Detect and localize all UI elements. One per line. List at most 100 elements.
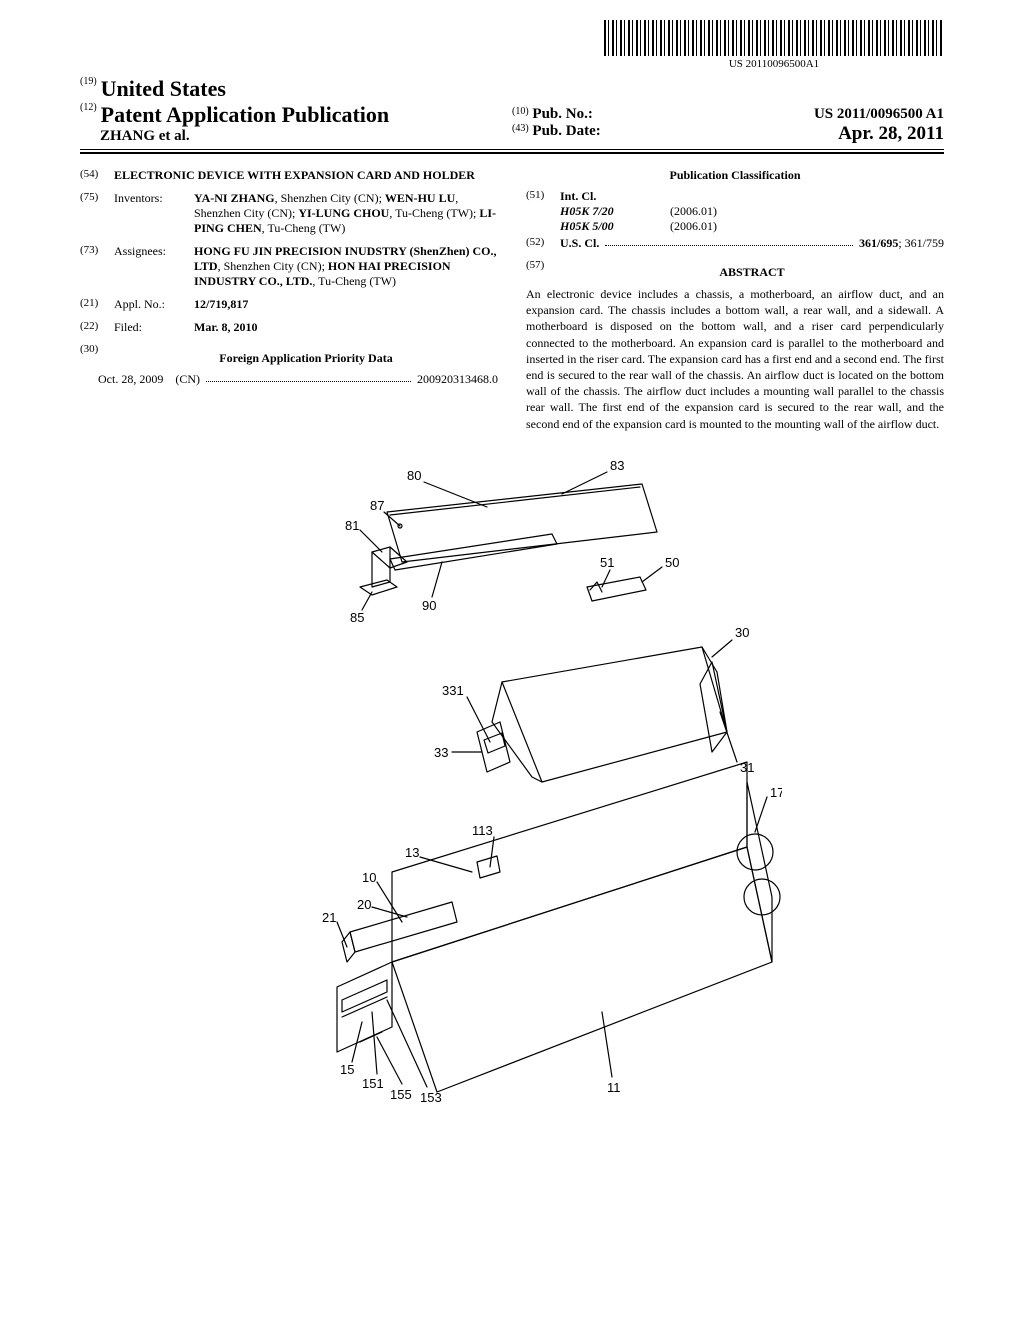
header-left: (19) United States (12) Patent Applicati… [80,76,512,145]
part-17 [747,782,772,962]
label-90: 90 [422,598,436,613]
foreign-label: Foreign Application Priority Data [114,351,498,366]
title-num: (54) [80,168,114,183]
label-155: 155 [390,1087,412,1102]
part-113 [477,856,500,878]
pub-no-line: (10) Pub. No.: US 2011/0096500 A1 [512,106,944,123]
intcl-code-0: H05K 7/20 [560,204,670,219]
label-80: 80 [407,468,421,483]
pub-no-num: (10) [512,106,529,117]
header: (19) United States (12) Patent Applicati… [80,76,944,150]
label-113: 113 [472,823,493,838]
label-51: 51 [600,555,614,570]
pub-no-label: Pub. No.: [532,106,592,122]
pub-type-line: (12) Patent Application Publication [80,102,512,128]
uscl-primary: 361/695 [859,236,898,251]
label-17: 17 [770,785,782,800]
inv-name-1: WEN-HU LU [385,191,455,205]
label-87: 87 [370,498,384,513]
appl-no-value: 12/719,817 [194,297,498,312]
pub-date: Apr. 28, 2011 [838,123,944,145]
title-row: (54) ELECTRONIC DEVICE WITH EXPANSION CA… [80,168,498,183]
barcode: US 20110096500A1 [604,20,944,70]
label-81: 81 [345,518,359,533]
label-151: 151 [362,1076,384,1091]
part-90 [390,534,557,570]
left-column: (54) ELECTRONIC DEVICE WITH EXPANSION CA… [80,168,498,432]
label-13: 13 [405,845,419,860]
part-21 [342,932,355,962]
figure-container: 80 83 87 81 85 90 51 50 30 331 33 31 17 … [80,452,944,1147]
pub-type: Patent Application Publication [101,102,389,127]
intcl-row: (51) Int. Cl. H05K 7/20 (2006.01) H05K 5… [526,189,944,234]
foreign-app-no: 200920313468.0 [417,372,498,387]
foreign-section: (30) Foreign Application Priority Data O… [80,343,498,387]
filed-value: Mar. 8, 2010 [194,320,498,335]
intcl-label: Int. Cl. [560,189,944,204]
part-30 [477,647,727,782]
label-83: 83 [610,458,624,473]
header-rule [80,152,944,154]
assignees-value: HONG FU JIN PRECISION INUDSTRY (ShenZhen… [194,244,498,289]
title-text: ELECTRONIC DEVICE WITH EXPANSION CARD AN… [114,168,498,183]
assignees-row: (73) Assignees: HONG FU JIN PRECISION IN… [80,244,498,289]
biblio-columns: (54) ELECTRONIC DEVICE WITH EXPANSION CA… [80,168,944,432]
barcode-section: US 20110096500A1 [80,20,944,72]
authors-line: ZHANG et al. [80,128,512,145]
label-20: 20 [357,897,371,912]
intcl-1: H05K 5/00 (2006.01) [560,219,944,234]
inventors-num: (75) [80,191,114,236]
abstract-header: (57) ABSTRACT [526,259,944,286]
label-50: 50 [665,555,679,570]
abstract-text: An electronic device includes a chassis,… [526,286,944,432]
intcl-block: Int. Cl. H05K 7/20 (2006.01) H05K 5/00 (… [560,189,944,234]
label-33: 33 [434,745,448,760]
abstract-num: (57) [526,259,560,286]
label-30: 30 [735,625,749,640]
intcl-date-1: (2006.01) [670,219,717,234]
inventors-value: YA-NI ZHANG, Shenzhen City (CN); WEN-HU … [194,191,498,236]
part-10 [337,762,780,1092]
pub-date-line: (43) Pub. Date: Apr. 28, 2011 [512,123,944,140]
country-line: (19) United States [80,76,512,102]
filed-row: (22) Filed: Mar. 8, 2010 [80,320,498,335]
foreign-country: (CN) [175,372,200,387]
uscl-secondary: ; 361/759 [898,236,944,251]
foreign-row: Oct. 28, 2009 (CN) 200920313468.0 [80,372,498,387]
patent-figure: 80 83 87 81 85 90 51 50 30 331 33 31 17 … [242,452,782,1142]
label-153: 153 [420,1090,442,1105]
label-21: 21 [322,910,336,925]
part-85 [360,580,397,595]
filed-num: (22) [80,320,114,335]
part-33 [477,722,510,772]
pub-date-num: (43) [512,123,529,134]
foreign-num: (30) [80,343,114,372]
uscl-block: U.S. Cl. 361/695; 361/759 [560,236,944,251]
label-11: 11 [607,1080,621,1095]
part-51 [590,582,602,592]
header-right: (10) Pub. No.: US 2011/0096500 A1 (43) P… [512,106,944,145]
uscl-num: (52) [526,236,560,251]
inv-name-0: YA-NI ZHANG [194,191,275,205]
label-85: 85 [350,610,364,625]
part-80 [387,484,657,562]
label-31: 31 [740,760,754,775]
right-column: Publication Classification (51) Int. Cl.… [526,168,944,432]
inv-name-2: YI-LUNG CHOU [298,206,389,220]
part-13 [392,762,747,962]
country: United States [101,76,226,101]
abstract-title: ABSTRACT [560,265,944,280]
foreign-date: Oct. 28, 2009 [98,372,163,387]
uscl-leader [605,236,853,246]
part-11 [392,847,772,1092]
part-153 [342,997,387,1017]
appl-no-num: (21) [80,297,114,312]
uscl-row: (52) U.S. Cl. 361/695; 361/759 [526,236,944,251]
assignees-num: (73) [80,244,114,289]
intcl-code-1: H05K 5/00 [560,219,670,234]
intcl-0: H05K 7/20 (2006.01) [560,204,944,219]
label-331: 331 [442,683,464,698]
country-num: (19) [80,76,97,87]
appl-no-label: Appl. No.: [114,297,194,312]
label-10: 10 [362,870,376,885]
